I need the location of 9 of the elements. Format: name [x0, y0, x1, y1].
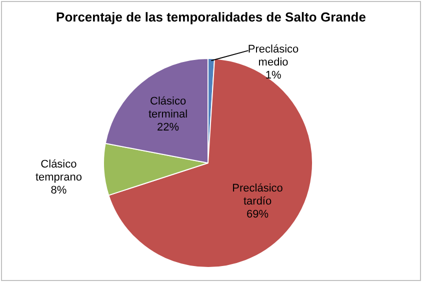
- slice-label: Clásico terminal: [148, 96, 188, 121]
- slice-label: Clásico temprano: [35, 158, 82, 184]
- data-label: 8%: [50, 184, 67, 197]
- data-label: 22%: [157, 122, 180, 134]
- data-label: 69%: [246, 208, 269, 220]
- slice-label: Preclásico tardío: [232, 182, 283, 208]
- data-label: 1%: [265, 70, 282, 82]
- chart-title: Porcentaje de las temporalidades de Salto Grande: [56, 10, 366, 25]
- slice-label: Preclásico medio: [248, 44, 299, 69]
